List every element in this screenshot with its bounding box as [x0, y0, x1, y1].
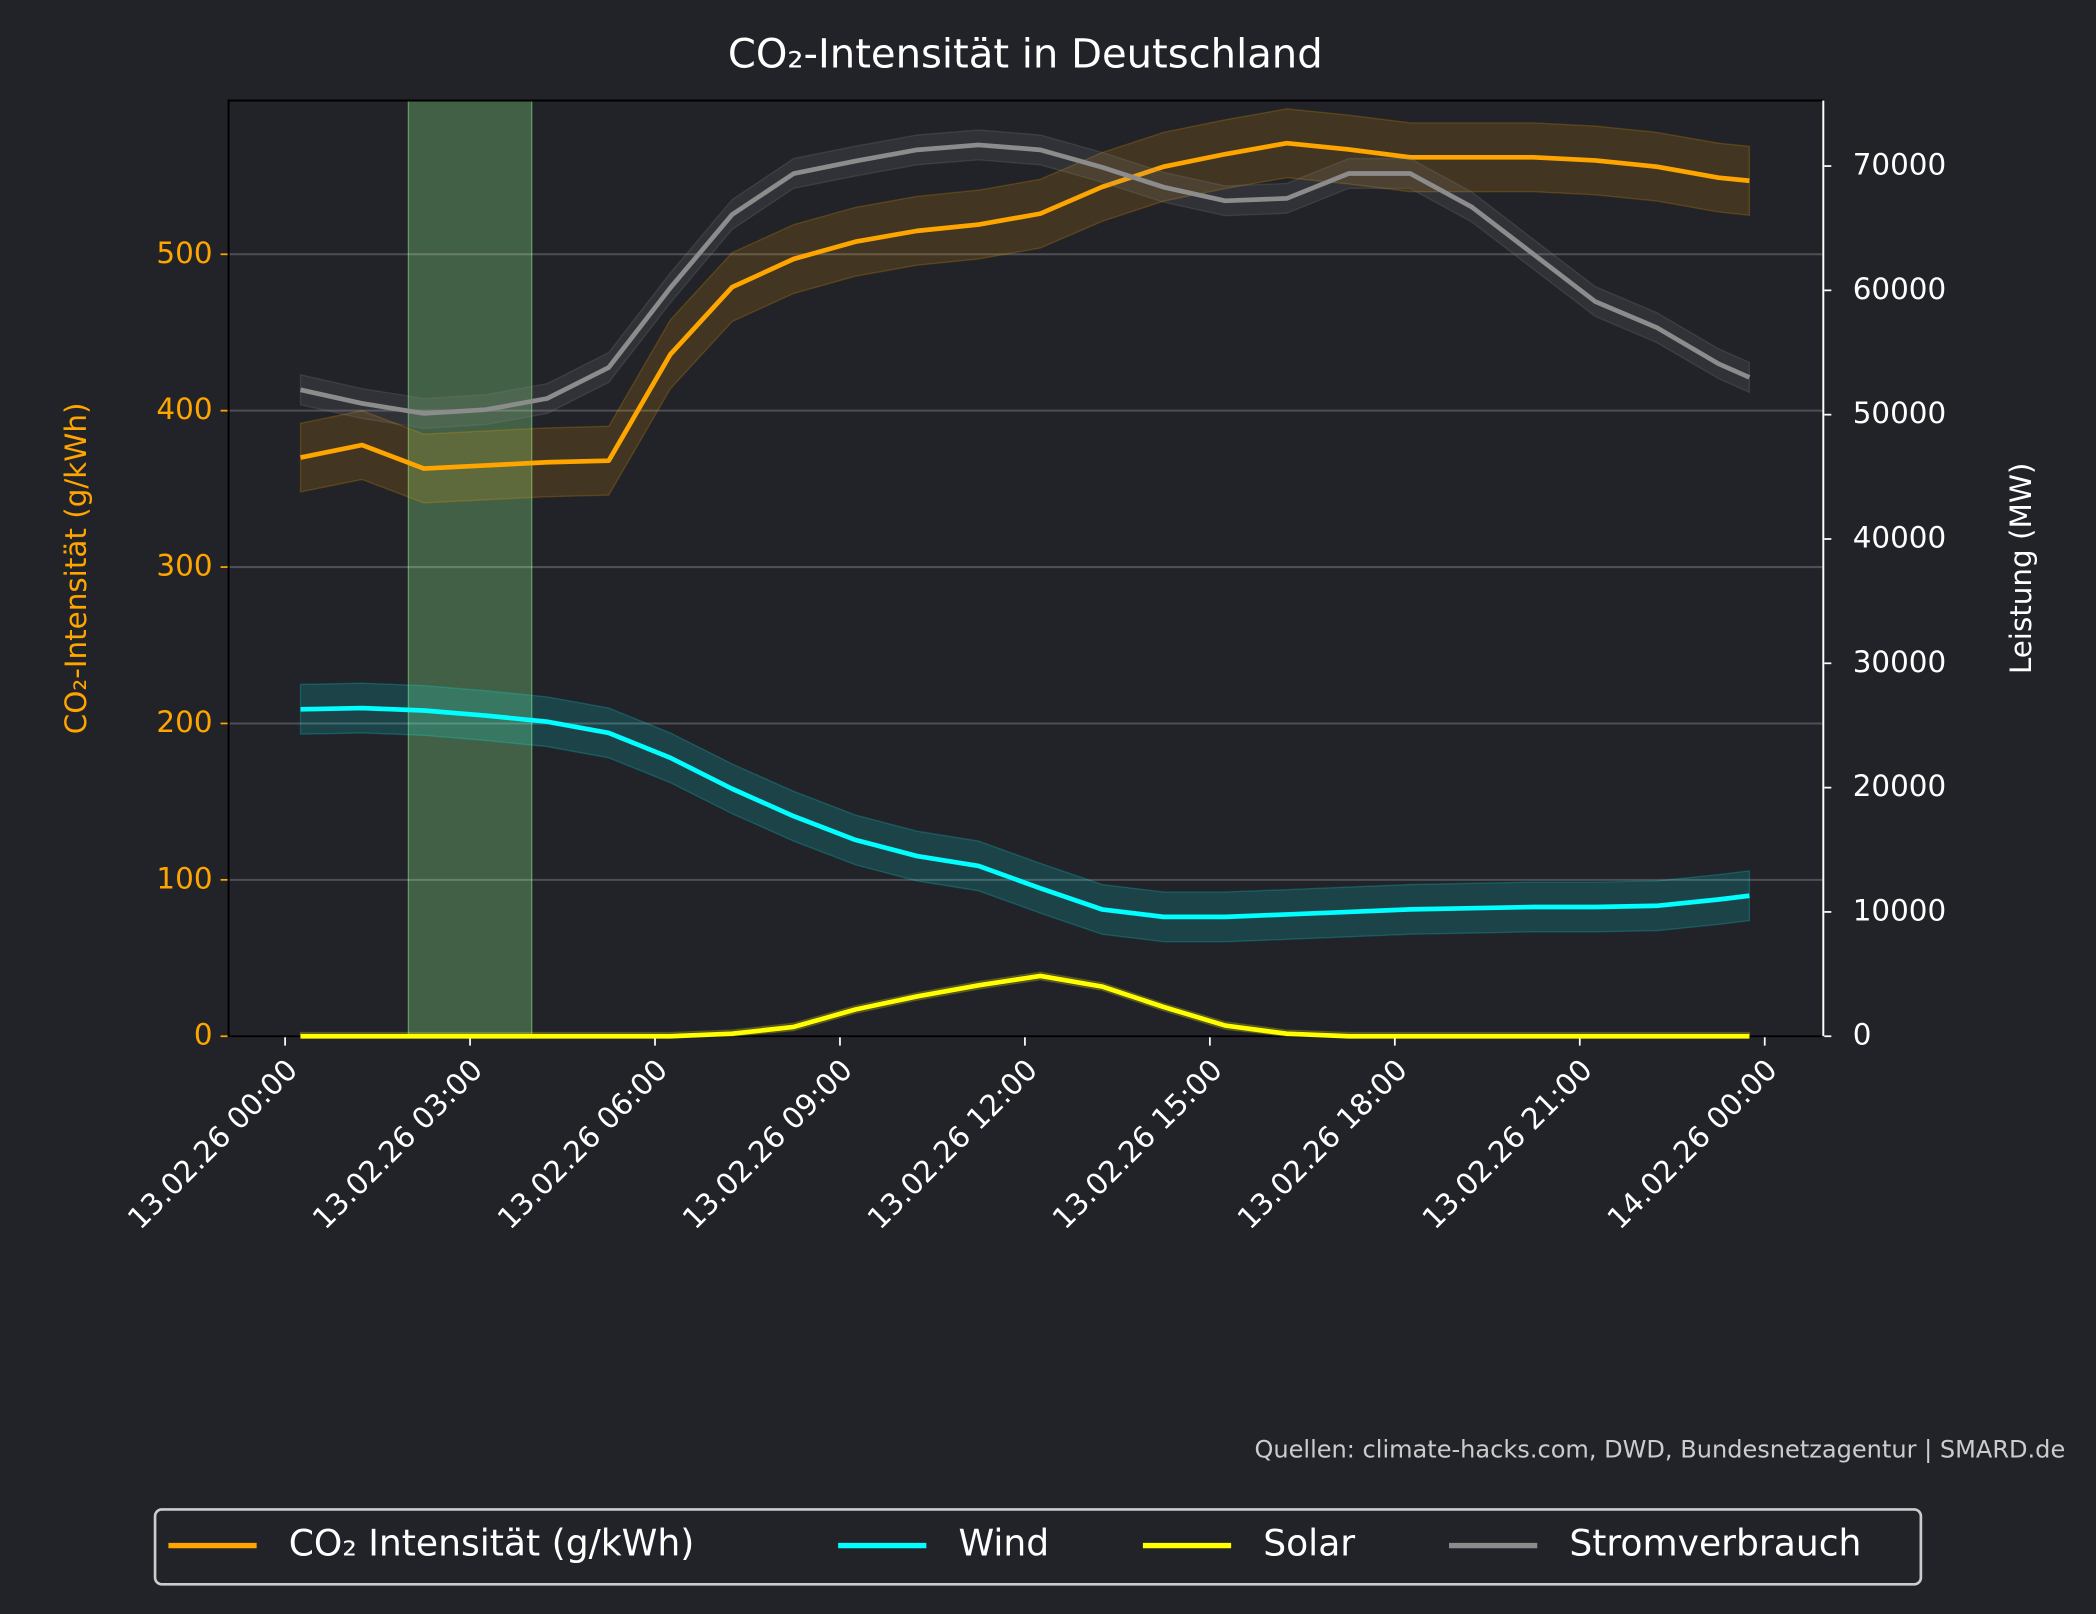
series-line [300, 973, 1750, 1039]
y2-tick-label: 10000 [1853, 893, 1947, 927]
uncertainty-band [299, 682, 1751, 943]
y2-tick-label: 50000 [1853, 396, 1947, 430]
legend-label: CO₂ Intensität (g/kWh) [289, 1523, 695, 1565]
legend-frame [153, 1508, 1923, 1586]
series-line [300, 140, 1750, 471]
legend-label: Wind [958, 1523, 1049, 1565]
y-tick-label: 200 [156, 705, 212, 739]
y2-tick-label: 30000 [1853, 645, 1947, 679]
legend-label: Solar [1263, 1523, 1355, 1565]
y-tick-label: 300 [156, 549, 212, 583]
y-tick-label: 0 [194, 1018, 213, 1052]
y2-tick-label: 20000 [1853, 769, 1947, 803]
legend: CO₂ Intensität (g/kWh) Wind Solar Stromverb… [153, 1508, 1923, 1586]
y-tick-label: 500 [156, 236, 212, 270]
series-line [299, 142, 1751, 416]
y-tick-label: 400 [156, 392, 212, 426]
y2-axis-label: Leistung (MW) [2004, 463, 2038, 675]
uncertainty-band [299, 129, 1751, 429]
source-note: Quellen: climate-hacks.com, DWD, Bundesn… [1254, 1436, 2065, 1464]
y2-tick-label: 0 [1853, 1018, 1872, 1052]
y-axis-label: CO₂-Intensität (g/kWh) [59, 403, 93, 735]
series-line [300, 705, 1750, 920]
y2-tick-label: 70000 [1853, 148, 1947, 182]
highlight-span [407, 99, 533, 1037]
uncertainty-band [299, 108, 1751, 504]
chart-title: CO₂-Intensität in Deutschland [728, 31, 1323, 77]
y2-tick-label: 40000 [1853, 520, 1947, 554]
y-tick-label: 100 [156, 861, 212, 895]
legend-label: Stromverbrauch [1569, 1523, 1861, 1565]
y2-tick-label: 60000 [1853, 272, 1947, 306]
